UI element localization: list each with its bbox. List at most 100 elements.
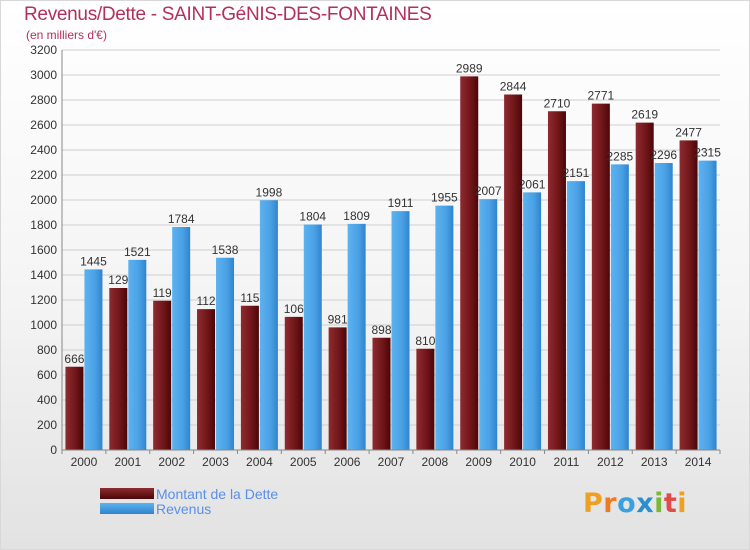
data-label-revenue-2001: 1521 xyxy=(124,245,151,259)
bar-debt-2011 xyxy=(547,111,566,450)
legend-item-revenue: Revenus xyxy=(100,500,278,517)
bar-revenue-2011 xyxy=(566,181,585,450)
bar-revenue-2006 xyxy=(347,223,366,450)
x-tick-label: 2011 xyxy=(554,455,580,469)
bar-debt-2005 xyxy=(284,316,303,450)
bar-revenue-2002 xyxy=(172,227,191,450)
x-tick-label: 2012 xyxy=(597,455,624,469)
bar-debt-2000 xyxy=(65,366,84,450)
logo-letter: t xyxy=(663,488,678,519)
bar-revenue-2013 xyxy=(654,163,673,450)
data-label-debt-2000: 666 xyxy=(64,352,84,366)
data-label-debt-2009: 2989 xyxy=(456,61,483,75)
bar-debt-2003 xyxy=(197,309,216,450)
x-tick-label: 2006 xyxy=(334,455,361,469)
data-label-debt-2012: 2771 xyxy=(587,89,614,103)
data-label-revenue-2007: 1911 xyxy=(388,196,414,210)
x-tick-label: 2007 xyxy=(378,455,405,469)
bar-revenue-2001 xyxy=(128,259,147,450)
data-label-debt-2004: 115 xyxy=(240,291,259,305)
bar-debt-2014 xyxy=(679,140,698,450)
x-tick-label: 2004 xyxy=(246,455,273,469)
y-tick-label: 1600 xyxy=(30,243,57,257)
data-label-debt-2008: 810 xyxy=(415,334,435,348)
y-tick-label: 2600 xyxy=(30,118,57,132)
bar-revenue-2005 xyxy=(303,224,322,450)
logo-letter: i xyxy=(654,488,664,519)
x-tick-label: 2009 xyxy=(465,455,492,469)
data-label-revenue-2014: 2315 xyxy=(694,146,721,160)
legend-label-debt: Montant de la Dette xyxy=(156,485,279,502)
x-tick-label: 2005 xyxy=(290,455,317,469)
chart-title: Revenus/Dette - SAINT-GéNIS-DES-FONTAINE… xyxy=(24,4,432,25)
data-label-revenue-2005: 1804 xyxy=(299,210,326,224)
data-label-debt-2013: 2619 xyxy=(631,108,658,122)
x-tick-label: 2013 xyxy=(641,455,668,469)
y-tick-label: 2000 xyxy=(30,193,57,207)
y-tick-label: 3000 xyxy=(30,68,57,82)
bar-debt-2007 xyxy=(372,337,391,450)
grid-layer xyxy=(62,49,720,451)
bar-debt-2001 xyxy=(109,288,128,450)
legend-label-revenue: Revenus xyxy=(156,500,212,517)
bars-layer xyxy=(65,76,717,450)
legend-swatch-revenue xyxy=(100,503,154,514)
data-label-revenue-2003: 1538 xyxy=(212,243,239,257)
y-tick-label: 400 xyxy=(37,393,57,407)
x-tick-label: 2002 xyxy=(158,455,185,469)
x-tick-label: 2010 xyxy=(509,455,536,469)
y-tick-label: 1400 xyxy=(30,268,57,282)
bar-revenue-2007 xyxy=(391,211,410,450)
x-tick-label: 2000 xyxy=(71,455,98,469)
legend-swatch-debt xyxy=(100,488,154,499)
y-tick-label: 2400 xyxy=(30,143,57,157)
bar-revenue-2012 xyxy=(610,164,629,450)
axis-layer: 0 200 400 600 800 1000 1200 1400 1600 1800 2000 220… xyxy=(30,43,721,469)
bar-revenue-2000 xyxy=(84,269,103,450)
x-tick-label: 2014 xyxy=(685,455,712,469)
y-tick-label: 800 xyxy=(37,343,57,357)
y-tick-label: 1000 xyxy=(30,318,57,332)
data-label-revenue-2000: 1445 xyxy=(80,254,107,268)
bar-debt-2013 xyxy=(635,122,654,450)
data-label-debt-2006: 981 xyxy=(328,312,348,326)
bar-revenue-2004 xyxy=(259,200,278,450)
y-tick-label: 1200 xyxy=(30,293,57,307)
data-label-revenue-2012: 2285 xyxy=(606,149,633,163)
data-label-revenue-2002: 1784 xyxy=(168,212,195,226)
data-label-debt-2001: 129 xyxy=(108,273,128,287)
data-label-debt-2003: 112 xyxy=(196,294,215,308)
bar-debt-2009 xyxy=(460,76,479,450)
x-tick-label: 2001 xyxy=(114,455,141,469)
y-tick-label: 2800 xyxy=(30,93,57,107)
y-tick-label: 0 xyxy=(50,443,57,457)
bar-debt-2004 xyxy=(240,305,259,450)
data-label-revenue-2013: 2296 xyxy=(650,148,677,162)
data-label-debt-2014: 2477 xyxy=(675,125,702,139)
bar-revenue-2003 xyxy=(216,257,235,450)
logo-letter: r xyxy=(603,488,618,519)
legend: Montant de la Dette Revenus xyxy=(100,485,279,517)
data-label-revenue-2008: 1955 xyxy=(431,191,458,205)
logo-letter: x xyxy=(636,488,655,519)
bar-revenue-2009 xyxy=(479,199,498,450)
bar-debt-2002 xyxy=(153,300,172,450)
logo-letter: P xyxy=(583,488,604,519)
bar-debt-2010 xyxy=(504,94,523,450)
data-label-revenue-2009: 2007 xyxy=(475,184,502,198)
data-label-revenue-2004: 1998 xyxy=(256,185,283,199)
logo-letter: i xyxy=(677,488,688,519)
bar-debt-2006 xyxy=(328,327,347,450)
bar-revenue-2014 xyxy=(698,160,717,450)
proxiti-logo: Proxiti xyxy=(583,488,687,519)
bar-debt-2008 xyxy=(416,348,435,450)
chart-subtitle: (en milliers d'€) xyxy=(26,28,107,42)
data-label-revenue-2010: 2061 xyxy=(519,177,546,191)
data-label-debt-2005: 106 xyxy=(284,302,304,316)
legend-item-debt: Montant de la Dette xyxy=(100,485,279,502)
data-label-debt-2002: 119 xyxy=(153,286,172,300)
y-tick-label: 3200 xyxy=(30,43,57,57)
y-tick-label: 600 xyxy=(37,368,57,382)
